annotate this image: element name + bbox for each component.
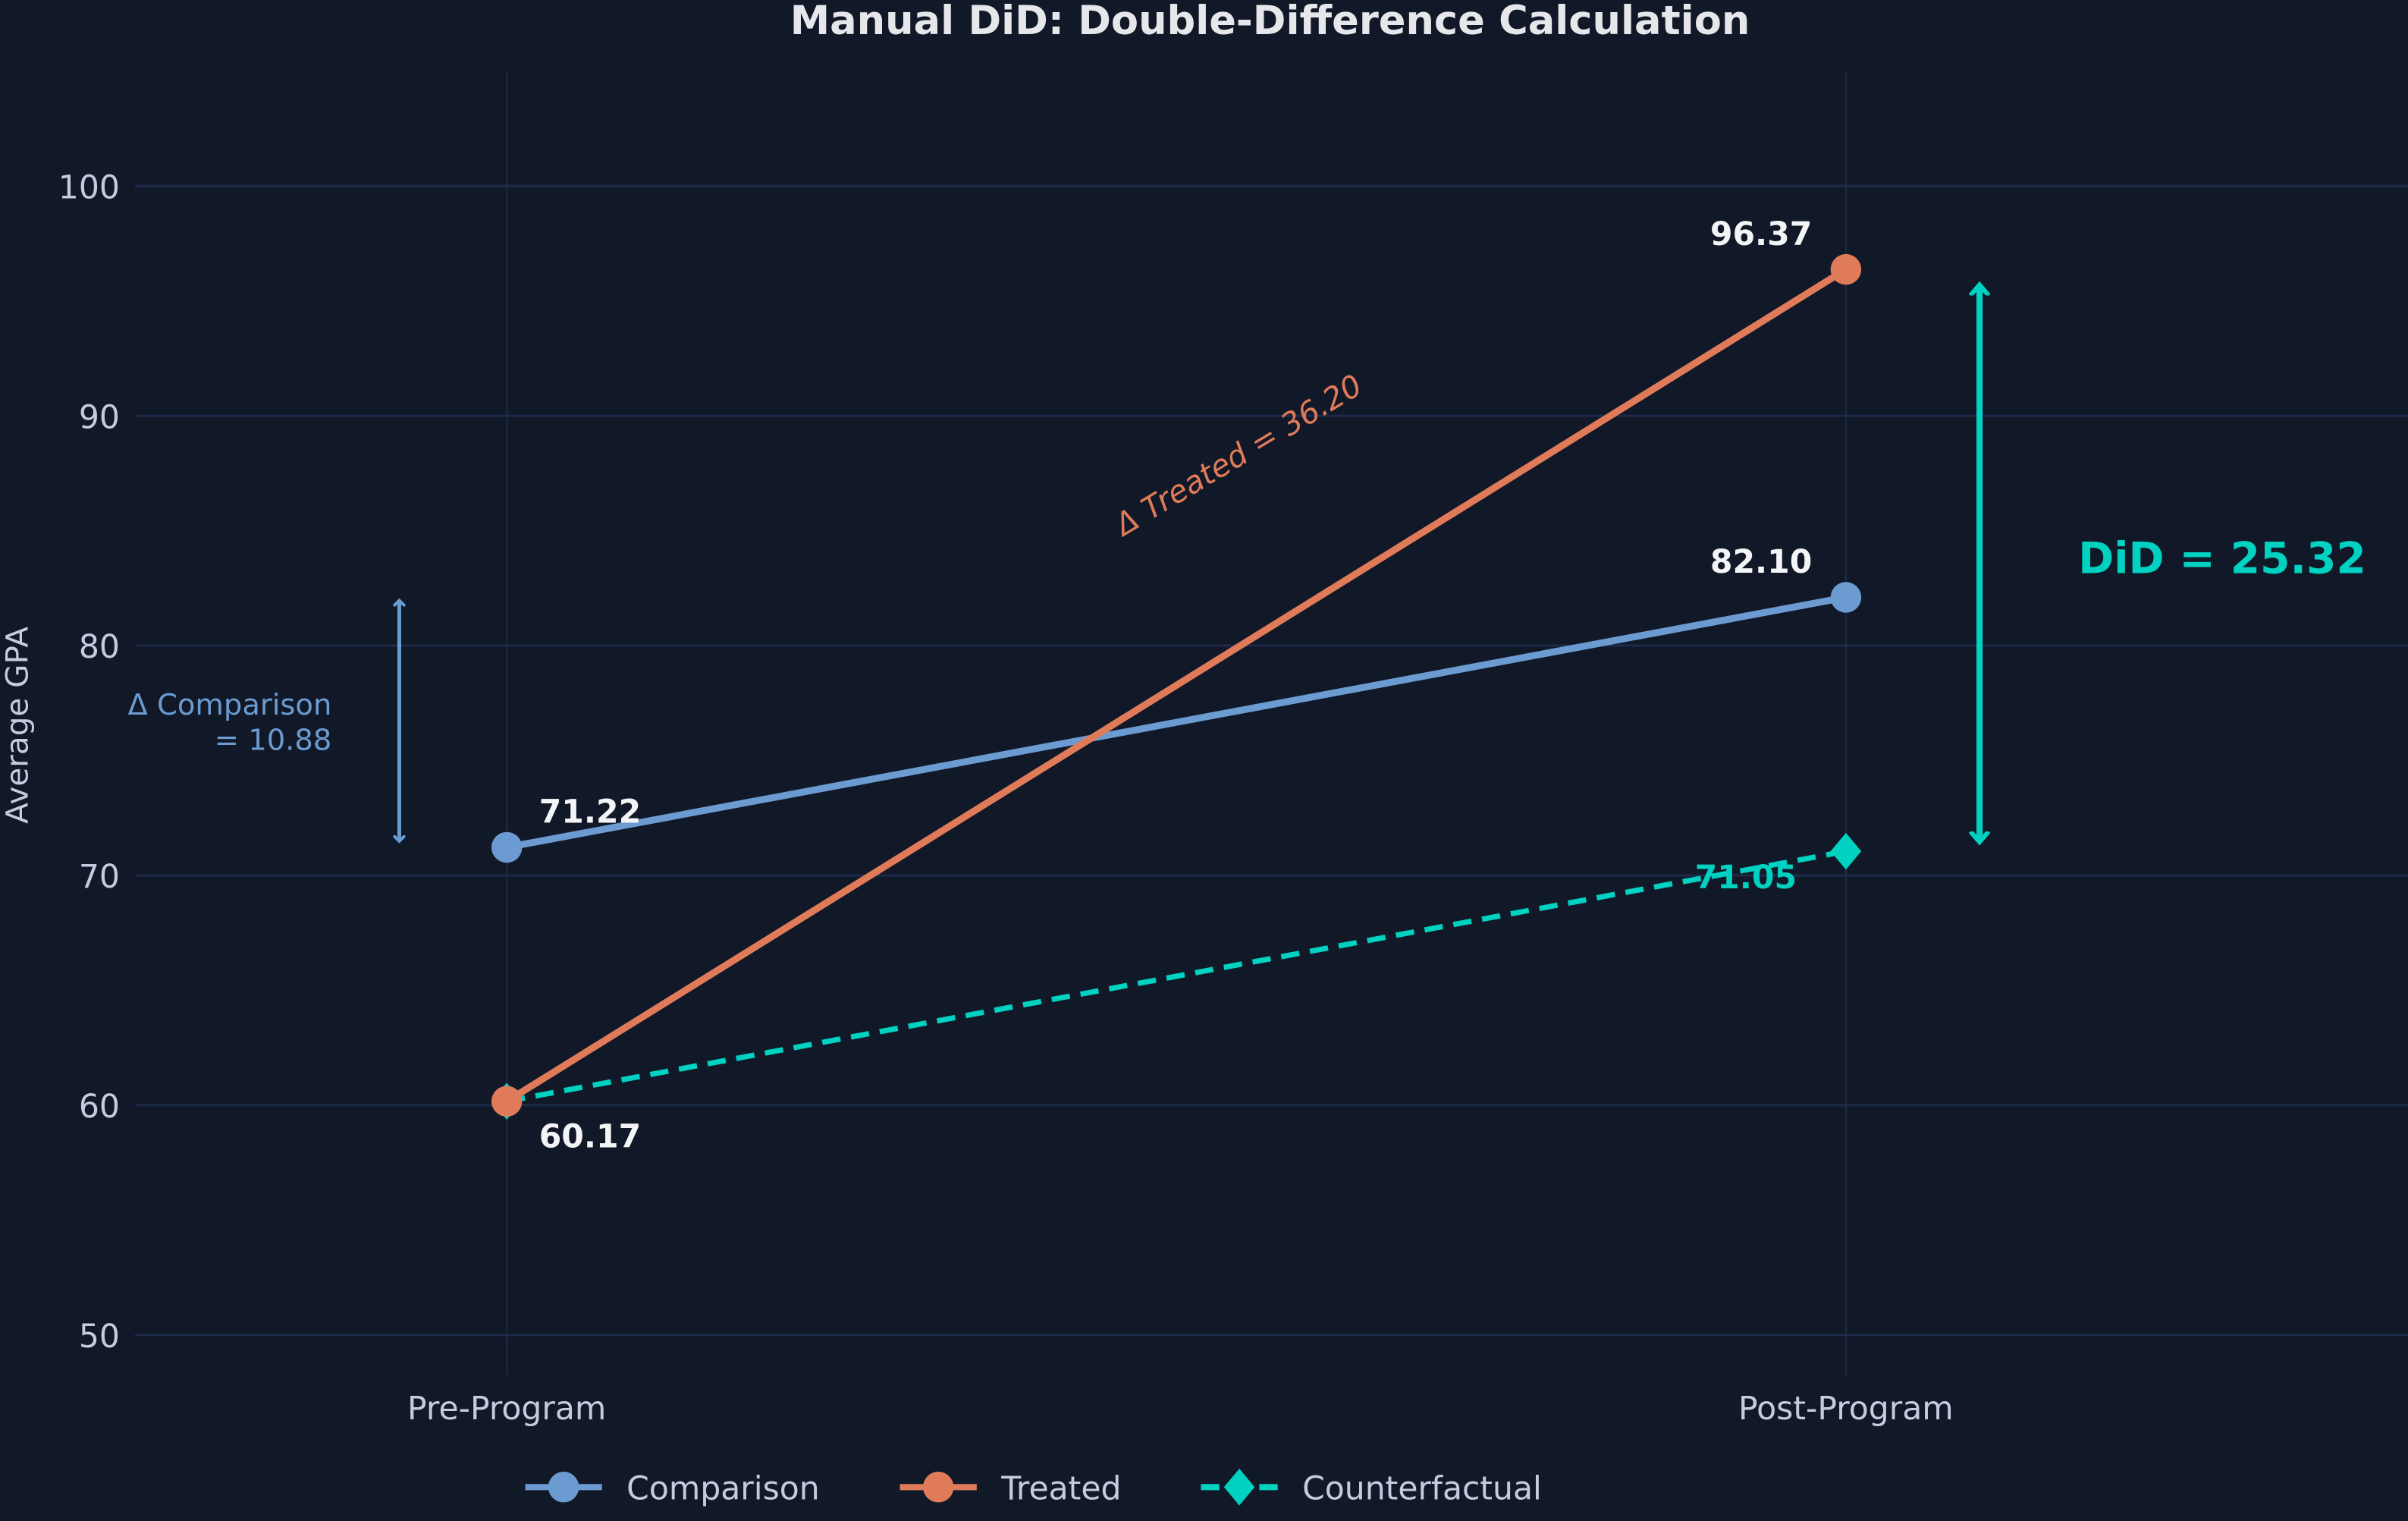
data-labels: 71.22 82.10 60.17 96.37 71.05 — [539, 216, 1813, 1156]
delta-comparison-value: = 10.88 — [215, 723, 332, 757]
chart-title: Manual DiD: Double-Difference Calculatio… — [790, 0, 1750, 44]
legend-item-treated: Treated — [899, 1470, 1122, 1507]
legend-marker — [548, 1472, 579, 1503]
y-tick-label: 50 — [79, 1318, 120, 1356]
data-label: 71.22 — [539, 794, 641, 831]
y-tick-label: 70 — [79, 859, 120, 896]
legend-marker — [1223, 1468, 1255, 1506]
y-ticks: 50 60 70 80 90 100 — [58, 169, 120, 1356]
legend-item-comparison: Comparison — [525, 1470, 820, 1507]
series — [491, 253, 1862, 1120]
delta-comparison-label: Δ Comparison — [127, 688, 331, 722]
x-tick-label: Pre-Program — [407, 1391, 606, 1428]
y-tick-label: 80 — [79, 629, 120, 666]
legend-marker — [922, 1472, 954, 1503]
y-tick-label: 100 — [58, 169, 120, 206]
data-point-counterfactual — [1830, 832, 1862, 870]
data-point-comparison — [1830, 582, 1862, 613]
series-line-comparison — [506, 593, 1847, 851]
y-axis-label: Average GPA — [0, 627, 35, 824]
legend-label: Comparison — [626, 1470, 820, 1507]
annotations: Δ Comparison= 10.88 Δ Treated = 36.20 DiD … — [127, 284, 2366, 842]
x-ticks: Pre-Program Post-Program — [407, 1391, 1954, 1428]
data-label: 60.17 — [539, 1118, 641, 1155]
data-point-comparison — [491, 831, 523, 863]
legend-label: Treated — [1000, 1470, 1121, 1507]
series-line-counterfactual — [506, 848, 1847, 1105]
x-tick-label: Post-Program — [1738, 1391, 1954, 1428]
legend-item-counterfactual: Counterfactual — [1201, 1468, 1542, 1507]
data-label: 82.10 — [1710, 544, 1812, 581]
data-point-treated — [1830, 253, 1862, 285]
data-label: 71.05 — [1695, 859, 1797, 897]
data-label: 96.37 — [1710, 216, 1812, 253]
legend-label: Counterfactual — [1302, 1470, 1542, 1507]
data-point-treated — [491, 1086, 523, 1117]
grid — [135, 72, 2408, 1375]
legend: Comparison Treated Counterfactual — [525, 1468, 1542, 1507]
y-tick-label: 90 — [79, 399, 120, 436]
delta-treated-label: Δ Treated = 36.20 — [1107, 367, 1368, 545]
series-line-treated — [504, 266, 1848, 1105]
y-tick-label: 60 — [79, 1089, 120, 1126]
did-label: DiD = 25.32 — [2078, 533, 2366, 583]
